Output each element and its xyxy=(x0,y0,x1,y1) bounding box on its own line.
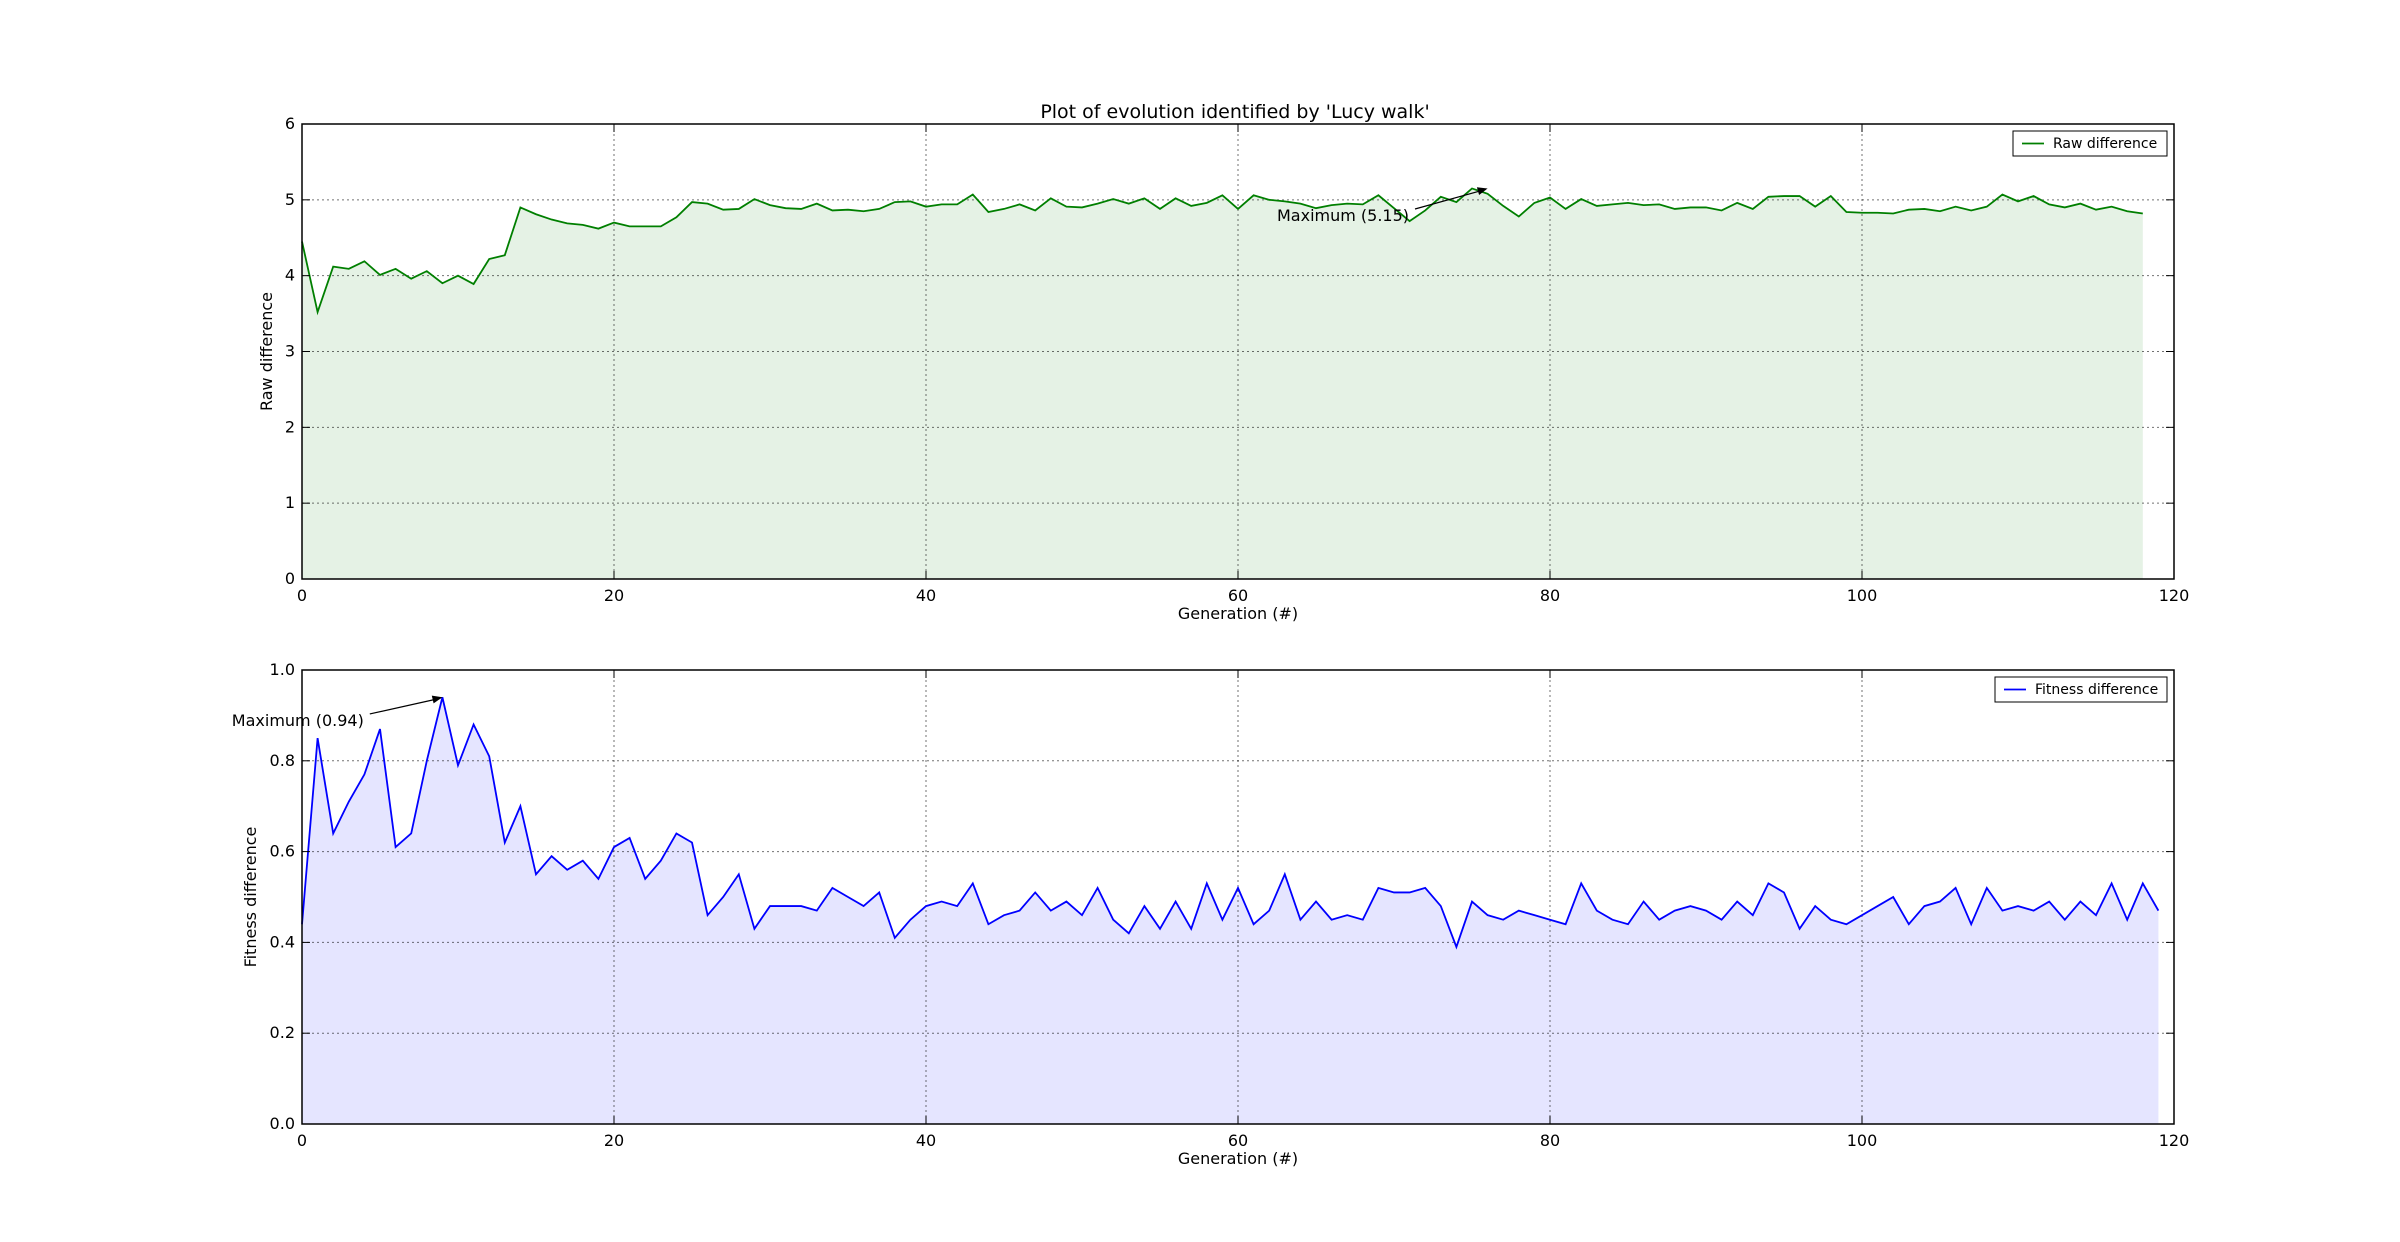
series-line xyxy=(301,187,2143,316)
max-annotation-label: Maximum (5.15) xyxy=(1277,206,1409,225)
y-tick-label: 0.2 xyxy=(270,1023,295,1042)
y-tick-label: 0.4 xyxy=(270,932,295,951)
x-tick-label: 120 xyxy=(2159,586,2190,605)
x-tick-label: 0 xyxy=(297,1131,307,1150)
x-axis-label: Generation (#) xyxy=(1178,1149,1298,1168)
y-axis-label: Fitness difference xyxy=(241,827,260,968)
series-line xyxy=(301,697,2160,950)
y-axis-label: Raw difference xyxy=(257,292,276,411)
area-fill xyxy=(302,697,2159,1124)
x-tick-label: 40 xyxy=(916,1131,936,1150)
fitness-difference-plot: 0 20 40 60 80 100 120 0.0 0.2 0.4 0.6 0.8 1.0 Generat… xyxy=(232,660,2189,1168)
y-tick-label: 0.8 xyxy=(270,751,295,770)
legend-label: Fitness difference xyxy=(2035,682,2158,698)
y-tick-label: 3 xyxy=(285,342,295,361)
y-tick-label: 0.0 xyxy=(270,1114,295,1133)
x-tick-label: 80 xyxy=(1540,1131,1560,1150)
y-tick-label: 2 xyxy=(285,417,295,436)
max-annotation-label: Maximum (0.94) xyxy=(232,711,364,730)
max-annotation-arrow xyxy=(369,697,441,715)
y-tick-label: 0.6 xyxy=(270,842,295,861)
x-axis-label: Generation (#) xyxy=(1178,604,1298,623)
y-tick-label: 0 xyxy=(285,569,295,588)
x-tick-label: 40 xyxy=(916,586,936,605)
y-tick-label: 6 xyxy=(285,114,295,133)
legend-label: Raw difference xyxy=(2053,136,2157,152)
y-tick-label: 4 xyxy=(285,266,295,285)
area-fill xyxy=(302,188,2143,579)
figure-title: Plot of evolution identified by 'Lucy wa… xyxy=(1040,101,1429,123)
max-annotation-arrowhead xyxy=(431,695,443,704)
x-tick-label: 60 xyxy=(1228,586,1248,605)
max-annotation-arrow xyxy=(1414,188,1486,210)
x-tick-label: 0 xyxy=(297,586,307,605)
y-tick-label: 1 xyxy=(285,493,295,512)
x-tick-label: 20 xyxy=(604,586,624,605)
x-tick-label: 60 xyxy=(1228,1131,1248,1150)
raw-difference-plot: 0 20 40 60 80 100 120 0 1 2 3 4 5 6 Generation (#) Raw … xyxy=(257,114,2189,623)
y-tick-label: 1.0 xyxy=(270,660,295,679)
x-tick-label: 80 xyxy=(1540,586,1560,605)
x-tick-label: 120 xyxy=(2159,1131,2190,1150)
max-annotation-arrowhead xyxy=(1476,187,1488,195)
x-tick-label: 100 xyxy=(1847,586,1878,605)
x-tick-label: 100 xyxy=(1847,1131,1878,1150)
y-tick-label: 5 xyxy=(285,190,295,209)
x-tick-label: 20 xyxy=(604,1131,624,1150)
